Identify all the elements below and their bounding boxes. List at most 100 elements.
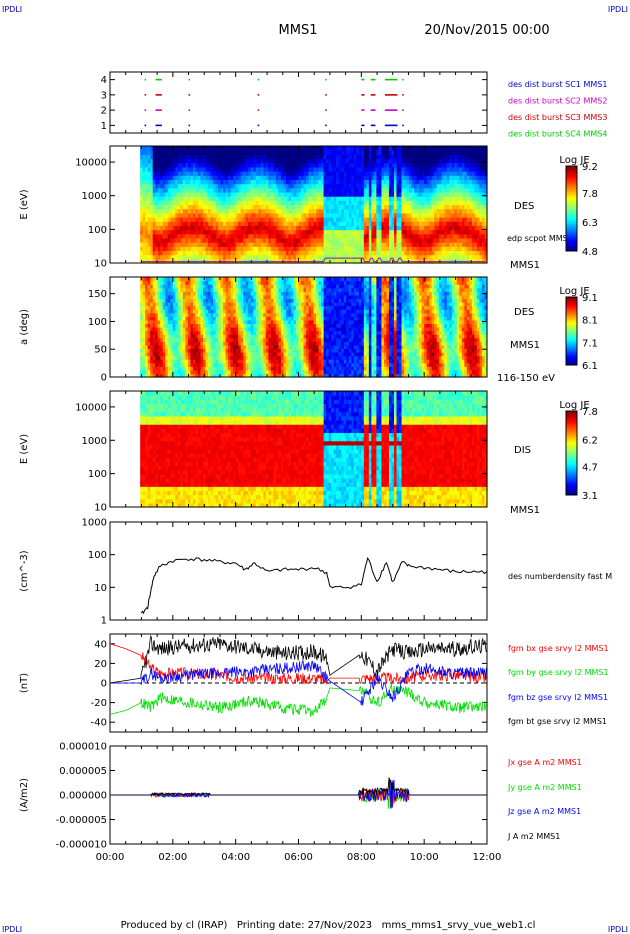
spectrogram-cell [391,166,395,172]
spectrogram-cell [187,200,192,206]
spectrogram-cell [182,237,186,243]
spectrogram-cell [233,196,237,201]
spectrogram-cell [150,246,154,252]
spectrogram-cell [371,217,375,222]
spectrogram-cell [185,200,189,206]
spectrogram-cell [140,162,144,168]
spectrogram-cell [160,179,164,185]
spectrogram-cell [293,187,297,193]
spectrogram-cell [331,229,335,235]
spectrogram-cell [343,171,347,176]
burst-interval [144,124,147,127]
burst-interval [257,124,260,127]
spectrogram-cell [399,183,403,189]
spectrogram-cell [270,196,274,201]
spectrogram-cell [238,250,242,256]
spectrogram-cell [243,250,247,256]
spectrogram-cell [205,254,209,260]
spectrogram-cell [192,246,197,252]
spectrogram-cell [308,208,312,214]
spectrogram-cell [210,221,214,226]
spectrogram-cell [306,204,310,210]
spectrogram-cell [280,150,285,155]
spectrogram-cell [162,246,166,252]
spectrogram-cell [406,250,410,256]
spectrogram-cell [145,200,149,206]
spectrogram-cell [358,204,362,210]
burst-interval [384,78,398,81]
spectrogram-cell [205,179,209,185]
spectrogram-cell [177,225,181,231]
spectrogram-cell [388,204,393,210]
y-tick-label-1: 1000 [82,191,107,202]
spectrogram-cell [260,191,264,197]
spectrogram-cell [185,146,189,151]
spectrogram-cell [361,246,365,252]
spectrogram-cell [321,242,325,247]
spectrogram-cell [208,254,212,260]
spectrogram-cell [378,204,383,210]
spectrogram-cell [172,175,176,181]
spectrogram-cell [336,183,340,189]
spectrogram-cell [411,221,415,226]
spectrogram-cell [333,196,337,201]
spectrogram-cell [308,179,312,185]
spectrogram-cell [140,233,144,239]
spectrogram-cell [200,200,204,206]
spectrogram-cell [386,150,390,155]
spectrogram-cell [333,179,337,185]
spectrogram-cell [298,196,302,201]
spectrogram-cell [240,183,244,189]
spectrogram-cell [152,225,156,231]
spectrogram-cell [167,166,171,172]
spectrogram-cell [238,208,242,214]
spectrogram-cell [202,254,207,260]
spectrogram-cell [175,254,179,260]
spectrogram-cell [308,233,312,239]
spectrogram-cell [328,158,332,164]
spectrogram-cell [283,250,287,256]
spectrogram-cell [215,233,219,239]
spectrogram-cell [190,146,194,151]
spectrogram-cell [288,196,292,201]
spectrogram-cell [228,242,232,247]
spectrogram-cell [265,233,269,239]
spectrogram-cell [283,200,287,206]
spectrogram-cell [363,221,367,226]
spectrogram-cell [160,171,164,176]
burst-interval [144,94,147,96]
spectrogram-cell [351,158,355,164]
spectrogram-cell [275,154,279,160]
spectrogram-cell [150,229,154,235]
spectrogram-cell [145,254,149,260]
spectrogram-cell [268,200,272,206]
spectrogram-cell [142,221,146,226]
spectrogram-cell [323,158,327,164]
spectrogram-cell [278,150,282,155]
spectrogram-cell [253,166,257,172]
spectrogram-cell [404,175,408,181]
spectrogram-cell [278,233,282,239]
spectrogram-cell [200,212,204,218]
spectrogram-cell [233,221,237,226]
spectrogram-cell [341,242,345,247]
spectrogram-cell [391,154,395,160]
spectrogram-cell [301,183,305,189]
spectrogram-cell [306,196,310,201]
spectrogram-cell [172,200,176,206]
spectrogram-cell [401,179,405,185]
spectrogram-cell [361,191,365,197]
spectrogram-cell [160,221,164,226]
spectrogram-cell [401,237,405,243]
spectrogram-cell [356,158,360,164]
spectrogram-cell [326,258,330,264]
spectrogram-cell [308,217,312,222]
spectrogram-cell [230,242,234,247]
spectrogram-cell [268,175,272,181]
spectrogram-cell [268,217,272,222]
spectrogram-cell [270,217,274,222]
spectrogram-cell [306,229,310,235]
spectrogram-cell [280,217,285,222]
spectrogram-cell [205,242,209,247]
